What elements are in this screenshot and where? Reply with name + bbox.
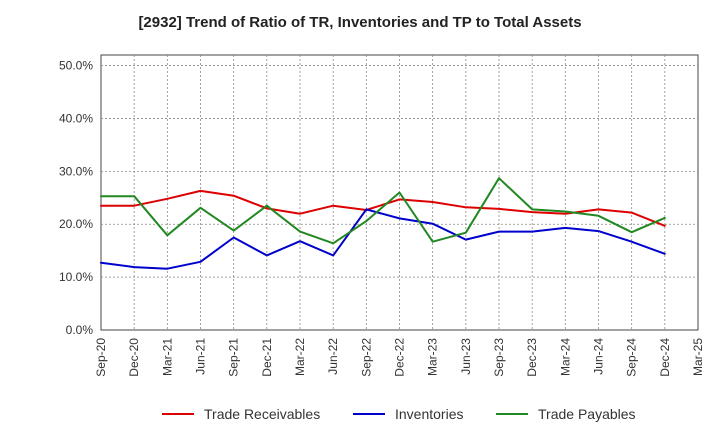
chart-title: [2932] Trend of Ratio of TR, Inventories… (138, 14, 582, 31)
x-tick-label: Mar-24 (558, 338, 572, 376)
series-line-inventories (100, 208, 666, 270)
y-tick-label: 30.0% (59, 164, 93, 178)
legend-label: Trade Payables (538, 406, 636, 422)
y-tick-label: 40.0% (59, 111, 93, 125)
legend-label: Inventories (395, 406, 463, 422)
x-tick-label: Mar-22 (293, 338, 307, 376)
x-tick-label: Dec-20 (127, 338, 141, 377)
x-tick-label: Sep-21 (227, 338, 241, 377)
x-tick-label: Dec-22 (393, 338, 407, 377)
legend-label: Trade Receivables (204, 406, 320, 422)
x-tick-label: Dec-23 (525, 338, 539, 377)
y-tick-label: 50.0% (59, 59, 93, 73)
x-tick-label: Sep-20 (94, 338, 108, 377)
x-tick-label: Jun-23 (459, 338, 473, 375)
x-tick-label: Mar-25 (691, 338, 705, 376)
x-tick-label: Jun-24 (592, 338, 606, 375)
y-tick-label: 10.0% (59, 270, 93, 284)
y-tick-label: 0.0% (66, 323, 94, 337)
x-tick-label: Sep-22 (359, 338, 373, 377)
series-line-trade-payables (100, 177, 666, 245)
x-tick-label: Dec-21 (260, 338, 274, 377)
x-tick-label: Mar-21 (160, 338, 174, 376)
y-tick-label: 20.0% (59, 217, 93, 231)
x-tick-label: Sep-23 (492, 338, 506, 377)
x-tick-label: Sep-24 (625, 338, 639, 377)
x-tick-label: Jun-21 (194, 338, 208, 375)
x-tick-label: Mar-23 (426, 338, 440, 376)
x-tick-label: Jun-22 (326, 338, 340, 375)
x-tick-label: Dec-24 (658, 338, 672, 377)
